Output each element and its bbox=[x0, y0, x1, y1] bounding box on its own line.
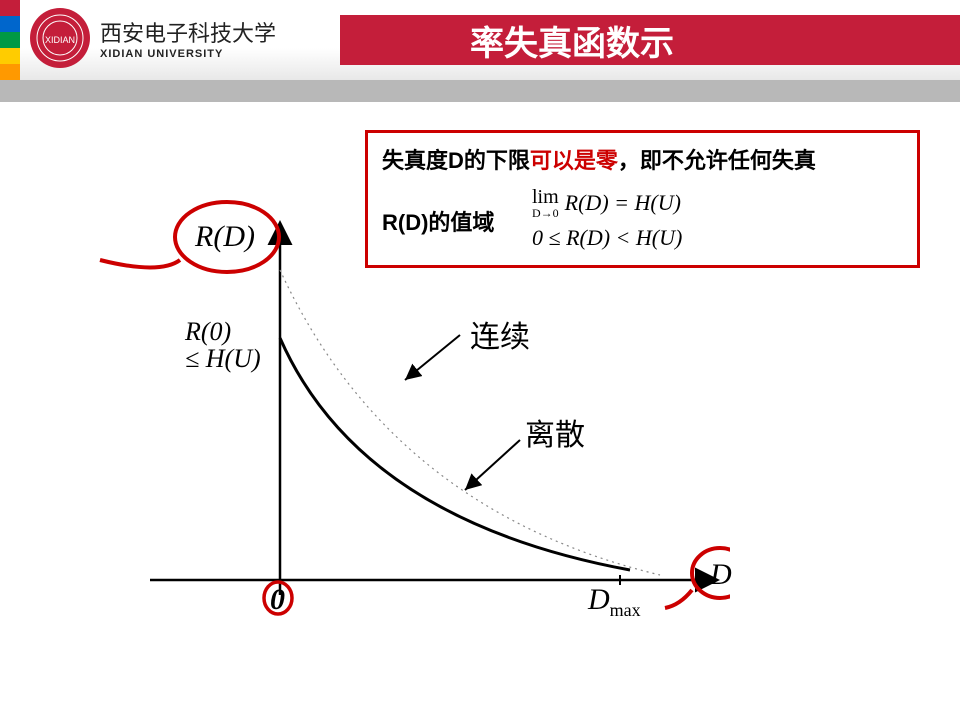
university-name: 西安电子科技大学 XIDIAN UNIVERSITY bbox=[100, 16, 276, 60]
header-gray-bar bbox=[0, 80, 960, 102]
label-continuous: 连续 bbox=[470, 312, 530, 356]
dmax-sub: max bbox=[610, 600, 641, 620]
r0-label: R(0) bbox=[185, 318, 261, 345]
rate-distortion-chart: R(D) D R(0) ≤ H(U) 0 Dmax 连续 离散 bbox=[80, 200, 730, 650]
university-logo-area: XIDIAN 西安电子科技大学 XIDIAN UNIVERSITY bbox=[30, 8, 276, 68]
stripe bbox=[0, 48, 20, 64]
def-pre: 失真度D的下限 bbox=[382, 148, 530, 173]
dmax-label: Dmax bbox=[588, 583, 641, 621]
stripe bbox=[0, 0, 20, 16]
label-discrete: 离散 bbox=[525, 410, 585, 454]
slide-title-banner: 率失真函数示 bbox=[340, 15, 960, 65]
uni-name-cn: 西安电子科技大学 bbox=[100, 16, 276, 48]
y-axis-label: R(D) bbox=[195, 220, 255, 254]
stripe bbox=[0, 64, 20, 80]
x-axis-label: D bbox=[710, 558, 732, 592]
stripe bbox=[0, 16, 20, 32]
curve-discrete bbox=[280, 338, 630, 570]
svg-text:XIDIAN: XIDIAN bbox=[45, 35, 75, 45]
definition-text: 失真度D的下限可以是零，即不允许任何失真 bbox=[382, 143, 903, 175]
uni-name-en: XIDIAN UNIVERSITY bbox=[100, 48, 276, 60]
hu-label: ≤ H(U) bbox=[185, 345, 261, 372]
slide-title: 率失真函数示 bbox=[470, 16, 674, 65]
university-seal: XIDIAN bbox=[30, 8, 90, 68]
slide-header: XIDIAN 西安电子科技大学 XIDIAN UNIVERSITY 率失真函数示 bbox=[0, 0, 960, 80]
def-red: 可以是零 bbox=[530, 148, 618, 173]
def-post: ，即不允许任何失真 bbox=[618, 148, 816, 173]
color-stripes bbox=[0, 0, 20, 80]
arrow-discrete bbox=[465, 440, 520, 490]
dmax-d: D bbox=[588, 583, 610, 616]
y-intercept-label: R(0) ≤ H(U) bbox=[185, 318, 261, 373]
origin-label: 0 bbox=[270, 583, 285, 617]
stripe bbox=[0, 32, 20, 48]
arrow-continuous bbox=[405, 335, 460, 380]
